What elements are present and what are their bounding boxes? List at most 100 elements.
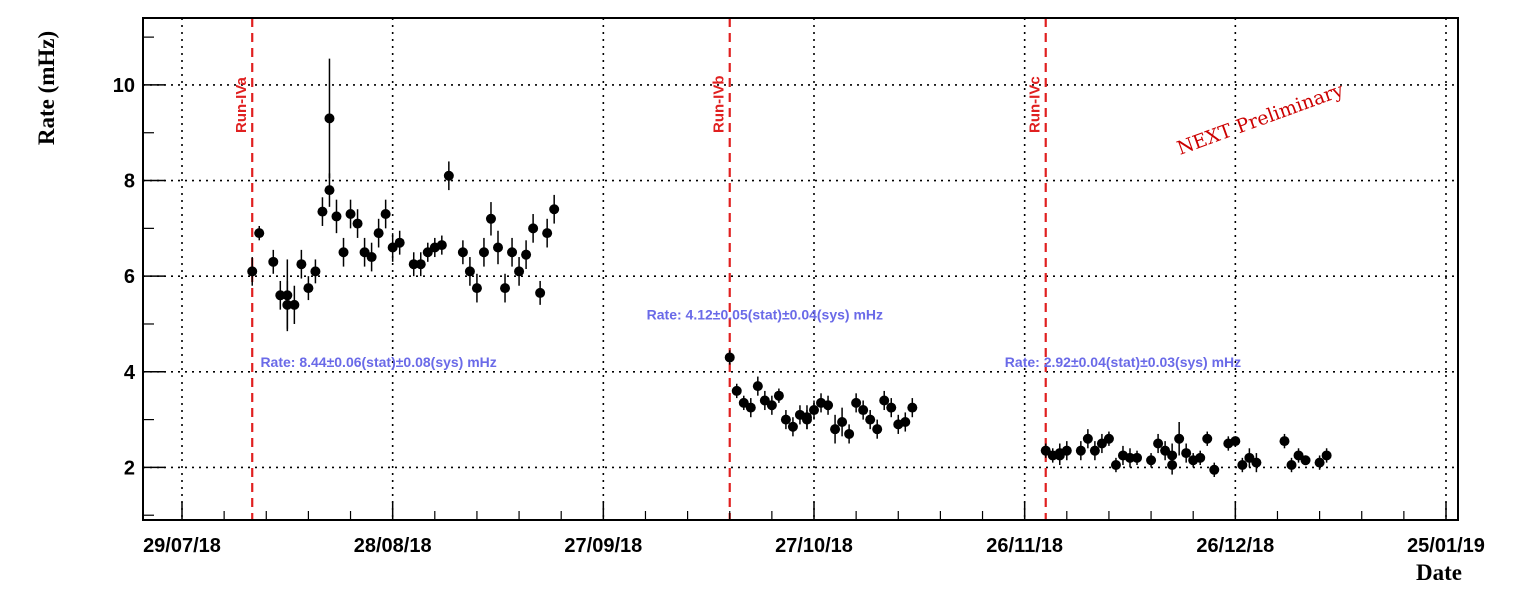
- data-point: [352, 209, 363, 238]
- plot-frame: [142, 17, 1459, 521]
- point-marker: [1279, 436, 1290, 447]
- point-marker: [254, 228, 265, 239]
- point-marker: [324, 185, 335, 196]
- x-tick-label: 26/12/18: [1196, 535, 1274, 557]
- point-marker: [1174, 433, 1185, 444]
- data-point: [1279, 433, 1290, 449]
- point-marker: [1110, 460, 1121, 471]
- point-marker: [324, 113, 335, 124]
- point-marker: [359, 247, 370, 258]
- data-point: [268, 249, 279, 274]
- y-tick-label: 2: [124, 457, 135, 479]
- data-point: [345, 199, 356, 229]
- data-point: [1096, 433, 1107, 454]
- run-label: Run-IVc: [1027, 76, 1044, 133]
- point-marker: [1251, 457, 1262, 468]
- data-point: [1286, 457, 1297, 473]
- data-point: [422, 242, 433, 262]
- data-point: [851, 393, 862, 413]
- point-marker: [436, 240, 447, 251]
- point-marker: [478, 247, 489, 258]
- data-point: [865, 410, 876, 430]
- point-marker: [1040, 445, 1051, 456]
- point-marker: [844, 428, 855, 439]
- point-marker: [787, 421, 798, 432]
- run-label: Run-IVb: [711, 76, 728, 134]
- point-marker: [1314, 457, 1325, 468]
- data-point: [310, 259, 321, 284]
- y-tick-label: 10: [113, 75, 135, 97]
- data-point: [1132, 450, 1143, 466]
- data-point: [254, 225, 265, 241]
- data-point: [1103, 431, 1114, 446]
- point-marker: [549, 204, 560, 215]
- data-point: [1040, 443, 1051, 458]
- data-point: [823, 395, 834, 415]
- data-point: [1082, 429, 1093, 449]
- data-point: [773, 388, 784, 403]
- data-point: [535, 280, 546, 305]
- point-marker: [886, 402, 897, 413]
- data-point: [1125, 448, 1135, 468]
- point-marker: [1230, 436, 1241, 447]
- point-marker: [507, 247, 518, 258]
- point-marker: [528, 223, 539, 234]
- y-tick-label: 6: [124, 266, 135, 288]
- grid: [143, 18, 1458, 520]
- point-marker: [759, 395, 770, 406]
- y-axis-title: Rate (mHz): [34, 31, 59, 145]
- data-point: [724, 350, 735, 365]
- data-point: [549, 194, 560, 224]
- point-marker: [296, 259, 307, 270]
- data-point: [1075, 441, 1086, 461]
- point-marker: [1202, 433, 1213, 444]
- data-point: [528, 214, 539, 243]
- point-marker: [1160, 445, 1171, 456]
- data-point: [886, 398, 897, 418]
- data-point: [436, 235, 447, 255]
- point-marker: [1096, 438, 1107, 449]
- data-point: [858, 400, 869, 420]
- point-marker: [851, 397, 862, 408]
- data-point: [493, 230, 503, 265]
- point-marker: [745, 402, 756, 413]
- point-marker: [1054, 450, 1065, 461]
- point-marker: [471, 283, 482, 294]
- x-tick-label: 28/08/18: [354, 535, 432, 557]
- data-point: [324, 58, 335, 179]
- point-marker: [1181, 448, 1192, 459]
- data-point: [408, 252, 419, 277]
- data-point: [1061, 441, 1072, 461]
- data-point: [1167, 443, 1178, 468]
- data-point: [1314, 455, 1325, 470]
- data-point: [1181, 443, 1192, 463]
- data-point: [780, 410, 791, 430]
- data-point: [289, 285, 300, 324]
- point-marker: [1286, 460, 1297, 471]
- data-point: [324, 173, 335, 207]
- data-point: [1146, 453, 1157, 468]
- data-point: [415, 252, 426, 277]
- data-point: [1321, 448, 1332, 463]
- y-tick-label: 8: [124, 171, 135, 193]
- data-point: [471, 273, 482, 303]
- point-marker: [724, 352, 735, 363]
- data-point: [731, 383, 742, 399]
- data-point: [752, 376, 763, 396]
- data-point: [443, 161, 454, 191]
- data-point: [359, 237, 370, 267]
- data-point: [366, 242, 377, 272]
- point-marker: [338, 247, 349, 258]
- point-marker: [773, 390, 784, 401]
- point-marker: [752, 381, 763, 392]
- point-marker: [535, 287, 546, 298]
- point-marker: [415, 259, 426, 270]
- data-point: [1244, 448, 1255, 468]
- data-point: [830, 414, 841, 444]
- point-marker: [366, 252, 377, 263]
- y-tick-label: 4: [124, 362, 136, 384]
- data-point: [900, 412, 911, 432]
- data-point: [745, 398, 756, 418]
- data-point: [1293, 448, 1304, 463]
- data-point: [1251, 453, 1262, 473]
